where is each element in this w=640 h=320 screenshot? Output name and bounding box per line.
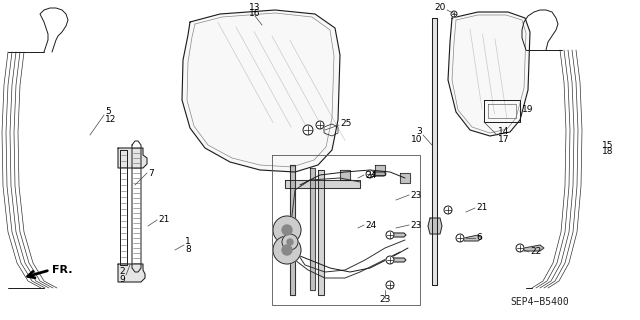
Text: 23: 23 — [410, 190, 421, 199]
Circle shape — [366, 170, 374, 178]
Text: 25: 25 — [340, 119, 351, 129]
Text: 15: 15 — [602, 140, 614, 149]
Circle shape — [386, 256, 394, 264]
Text: FR.: FR. — [52, 265, 72, 275]
Circle shape — [303, 125, 313, 135]
Text: 5: 5 — [105, 108, 111, 116]
Text: 23: 23 — [410, 220, 421, 229]
Polygon shape — [374, 172, 386, 176]
Circle shape — [316, 121, 324, 129]
Circle shape — [282, 245, 292, 255]
Circle shape — [444, 206, 452, 214]
Polygon shape — [118, 264, 145, 282]
Text: 21: 21 — [476, 204, 488, 212]
Polygon shape — [428, 218, 442, 234]
Text: 1: 1 — [185, 237, 191, 246]
Polygon shape — [464, 235, 482, 241]
Polygon shape — [432, 18, 437, 285]
Circle shape — [273, 216, 301, 244]
Polygon shape — [285, 180, 360, 188]
Circle shape — [273, 236, 301, 264]
Text: 3: 3 — [416, 127, 422, 137]
Circle shape — [386, 231, 394, 239]
Text: 2: 2 — [120, 268, 125, 276]
Text: 20: 20 — [435, 4, 446, 12]
Text: 21: 21 — [158, 215, 170, 225]
Circle shape — [386, 281, 394, 289]
Text: 19: 19 — [522, 106, 534, 115]
Text: 7: 7 — [148, 169, 154, 178]
Text: 10: 10 — [410, 134, 422, 143]
Text: 12: 12 — [105, 115, 116, 124]
Circle shape — [282, 234, 298, 250]
Text: 24: 24 — [365, 220, 376, 229]
Text: 16: 16 — [249, 10, 260, 19]
Text: 22: 22 — [530, 247, 541, 257]
Polygon shape — [375, 165, 385, 175]
Text: 6: 6 — [476, 234, 482, 243]
Text: 8: 8 — [185, 244, 191, 253]
Polygon shape — [340, 170, 350, 180]
Polygon shape — [394, 233, 406, 237]
Circle shape — [456, 234, 464, 242]
Polygon shape — [182, 10, 340, 172]
Polygon shape — [118, 148, 147, 168]
Polygon shape — [524, 245, 544, 251]
Polygon shape — [394, 258, 406, 262]
Circle shape — [516, 244, 524, 252]
Text: SEP4−B5400: SEP4−B5400 — [511, 297, 570, 307]
Polygon shape — [310, 168, 315, 290]
Text: 9: 9 — [119, 275, 125, 284]
Text: 24: 24 — [365, 171, 376, 180]
Circle shape — [287, 239, 293, 245]
Text: 18: 18 — [602, 148, 614, 156]
Circle shape — [282, 225, 292, 235]
Text: 17: 17 — [498, 134, 509, 143]
Polygon shape — [400, 173, 410, 183]
Text: 13: 13 — [249, 4, 260, 12]
Polygon shape — [448, 12, 530, 136]
Circle shape — [451, 11, 457, 17]
Text: 23: 23 — [380, 295, 390, 305]
Text: 14: 14 — [498, 127, 509, 137]
Polygon shape — [290, 165, 295, 295]
Polygon shape — [318, 170, 324, 295]
